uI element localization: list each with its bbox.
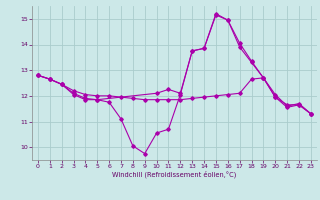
X-axis label: Windchill (Refroidissement éolien,°C): Windchill (Refroidissement éolien,°C) xyxy=(112,171,236,178)
